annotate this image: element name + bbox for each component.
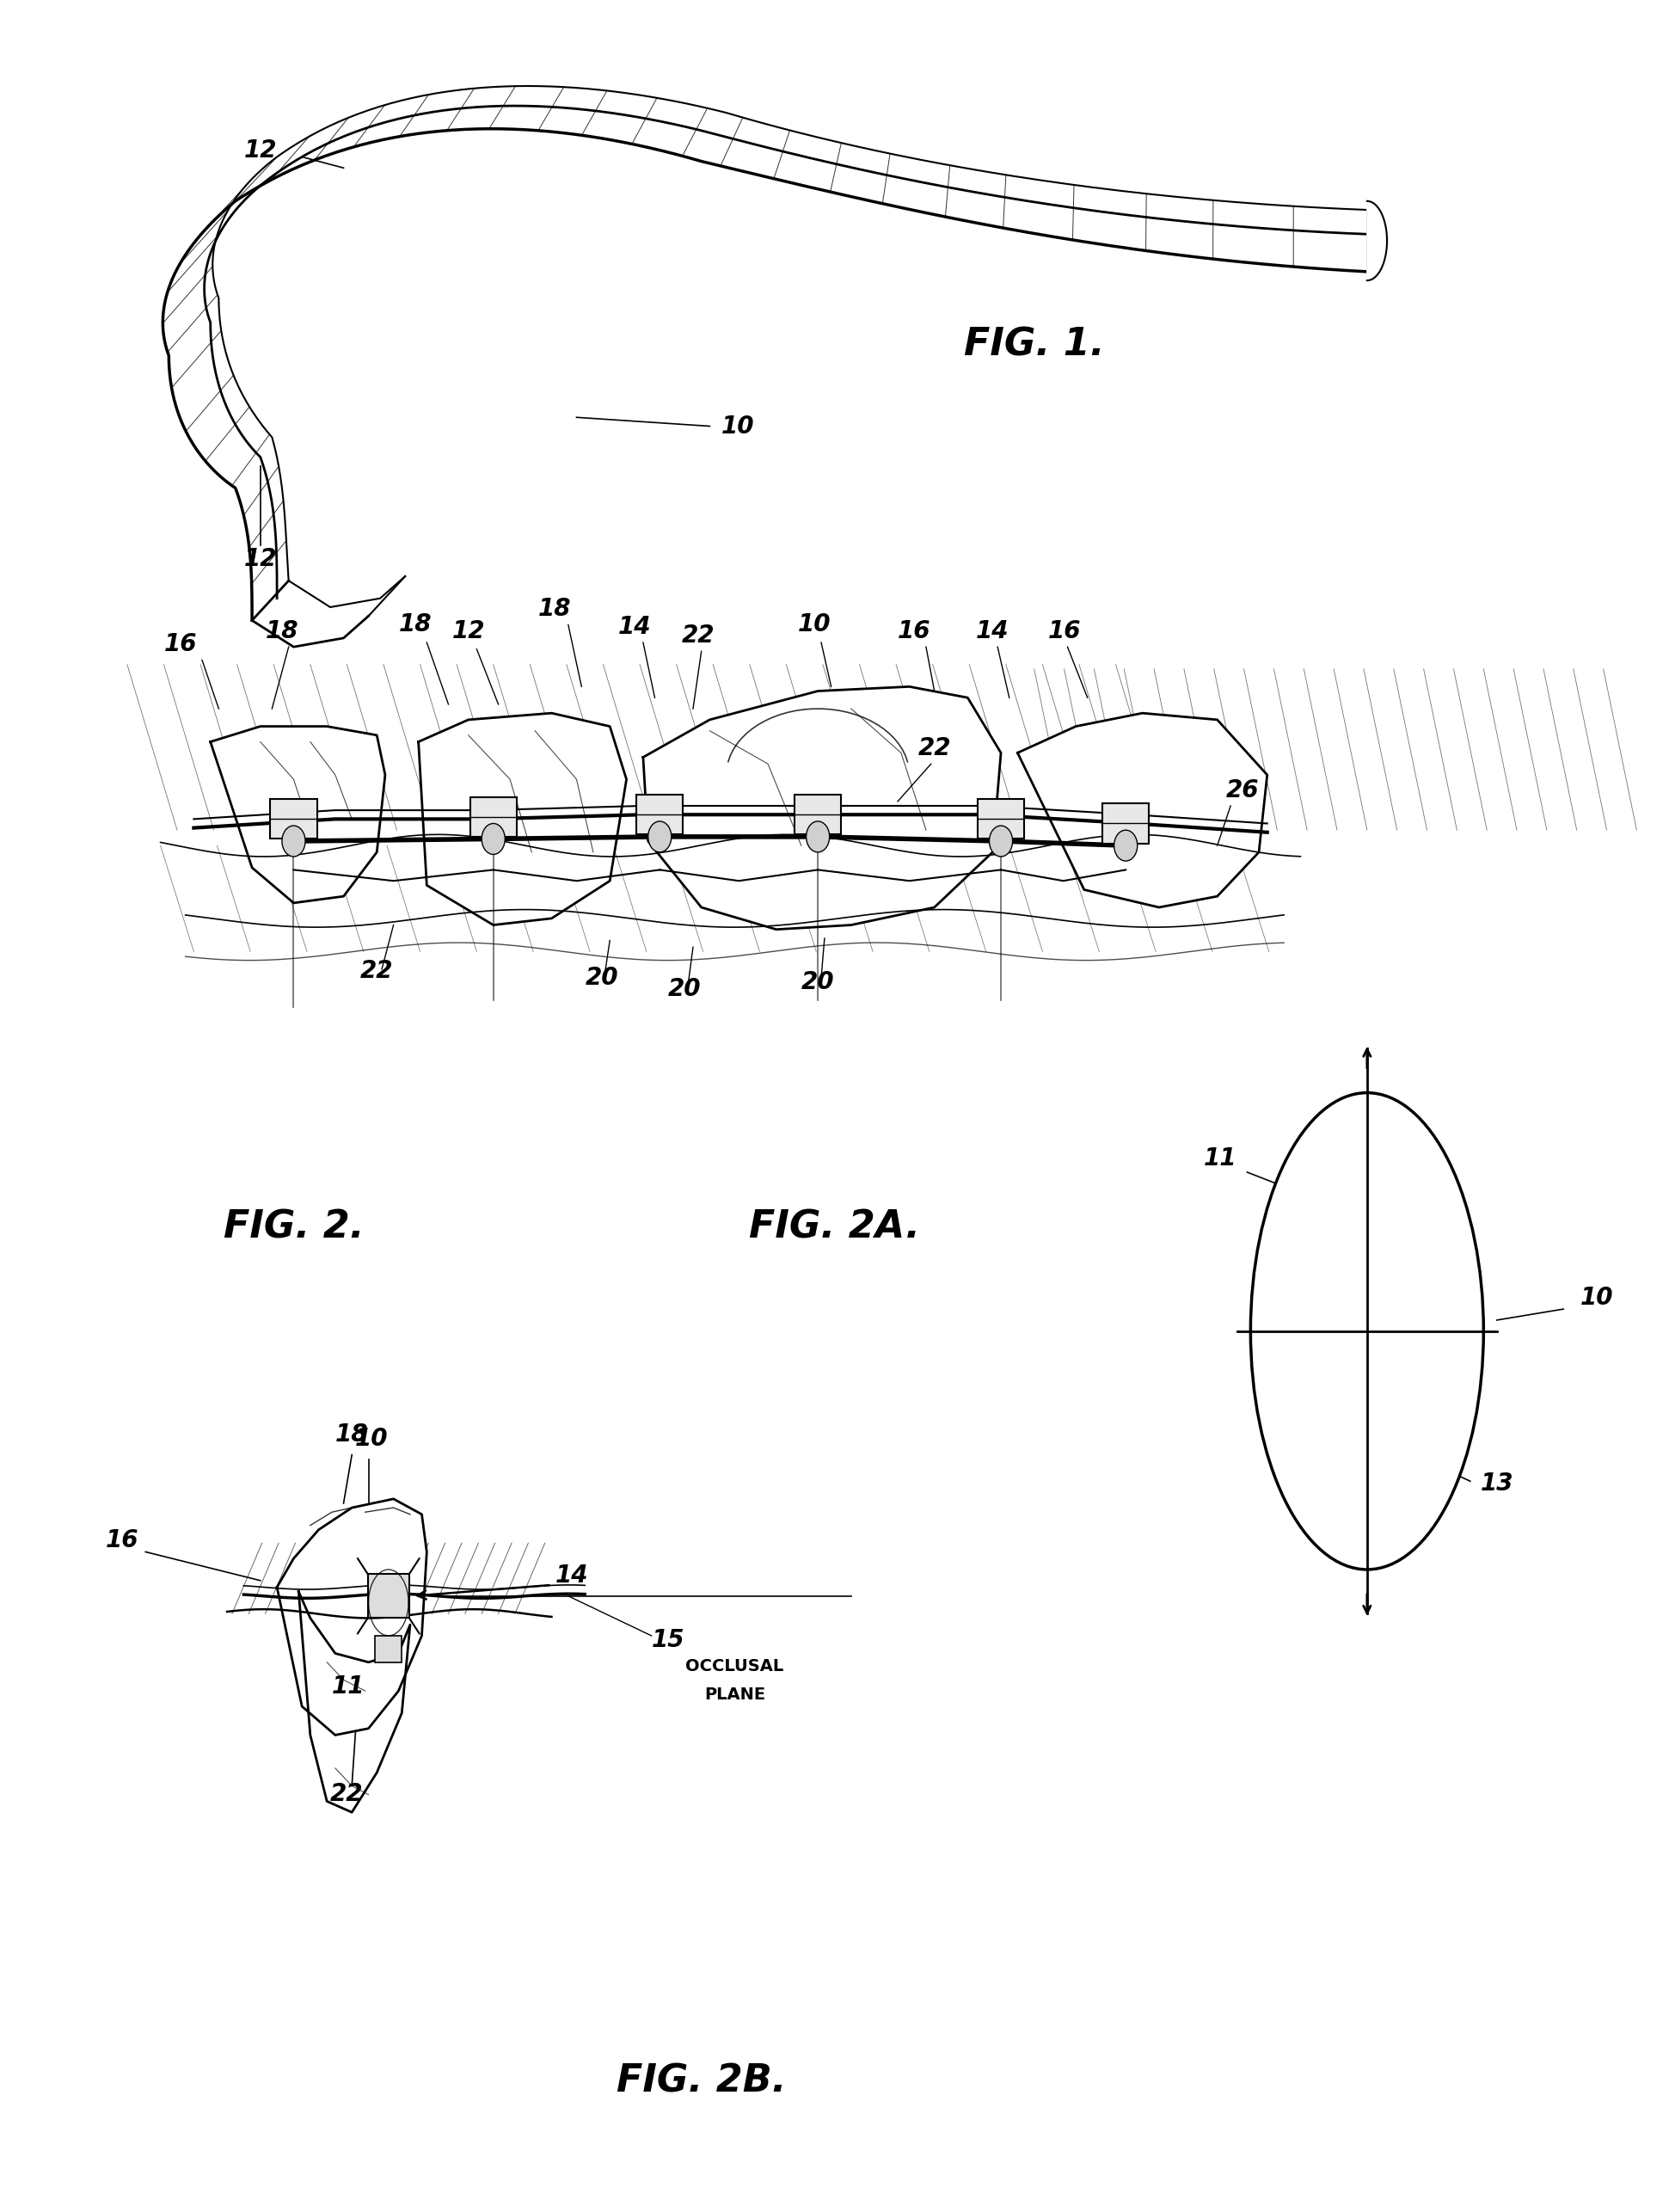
- Bar: [1103, 803, 1148, 843]
- Text: 18: 18: [265, 619, 299, 644]
- Text: 12: 12: [244, 137, 277, 161]
- Circle shape: [990, 825, 1013, 856]
- Bar: [978, 799, 1025, 838]
- Text: 16: 16: [164, 633, 197, 657]
- Text: FIG. 1.: FIG. 1.: [965, 325, 1105, 363]
- Bar: [270, 799, 317, 838]
- Text: 18: 18: [539, 597, 571, 622]
- Text: 10: 10: [798, 613, 831, 637]
- Text: 14: 14: [556, 1564, 587, 1588]
- Polygon shape: [299, 1593, 411, 1812]
- Bar: [636, 794, 683, 834]
- Polygon shape: [277, 1500, 427, 1734]
- Text: 16: 16: [1048, 619, 1082, 644]
- Text: 18: 18: [399, 613, 432, 637]
- Text: 10: 10: [1581, 1285, 1614, 1310]
- Text: 22: 22: [681, 624, 714, 648]
- Text: 16: 16: [105, 1528, 139, 1553]
- Text: 11: 11: [1203, 1146, 1237, 1170]
- Text: 10: 10: [721, 414, 754, 438]
- Circle shape: [282, 825, 305, 856]
- Text: PLANE: PLANE: [704, 1688, 764, 1703]
- Polygon shape: [210, 726, 386, 902]
- Circle shape: [648, 821, 671, 852]
- Text: 11: 11: [332, 1674, 366, 1699]
- Text: 14: 14: [618, 615, 651, 639]
- Text: FIG. 2B.: FIG. 2B.: [616, 2064, 786, 2099]
- Text: FIG. 2A.: FIG. 2A.: [749, 1210, 920, 1245]
- Text: OCCLUSAL: OCCLUSAL: [686, 1659, 784, 1674]
- Text: 22: 22: [918, 737, 951, 761]
- Text: 26: 26: [1225, 779, 1258, 803]
- Ellipse shape: [1250, 1093, 1484, 1571]
- Text: 12: 12: [244, 546, 277, 571]
- Bar: [471, 796, 517, 836]
- Bar: [367, 1575, 409, 1617]
- Text: 22: 22: [330, 1783, 364, 1807]
- Text: 14: 14: [976, 619, 1010, 644]
- Text: FIG. 2.: FIG. 2.: [224, 1210, 364, 1245]
- Polygon shape: [643, 686, 1001, 929]
- Bar: [794, 794, 841, 834]
- Text: 20: 20: [668, 978, 701, 1000]
- Circle shape: [1115, 830, 1137, 860]
- Text: 20: 20: [801, 971, 834, 993]
- Text: 16: 16: [898, 619, 931, 644]
- Text: 10: 10: [355, 1427, 389, 1451]
- Circle shape: [482, 823, 506, 854]
- Polygon shape: [1018, 712, 1267, 907]
- Text: 15: 15: [651, 1628, 684, 1652]
- Text: 12: 12: [452, 619, 486, 644]
- Polygon shape: [419, 712, 626, 925]
- Polygon shape: [1367, 201, 1387, 281]
- Bar: [376, 1635, 402, 1661]
- Text: 20: 20: [584, 967, 618, 989]
- Text: 22: 22: [361, 960, 394, 982]
- Circle shape: [806, 821, 829, 852]
- Text: 18: 18: [335, 1422, 369, 1447]
- Text: 13: 13: [1480, 1471, 1514, 1495]
